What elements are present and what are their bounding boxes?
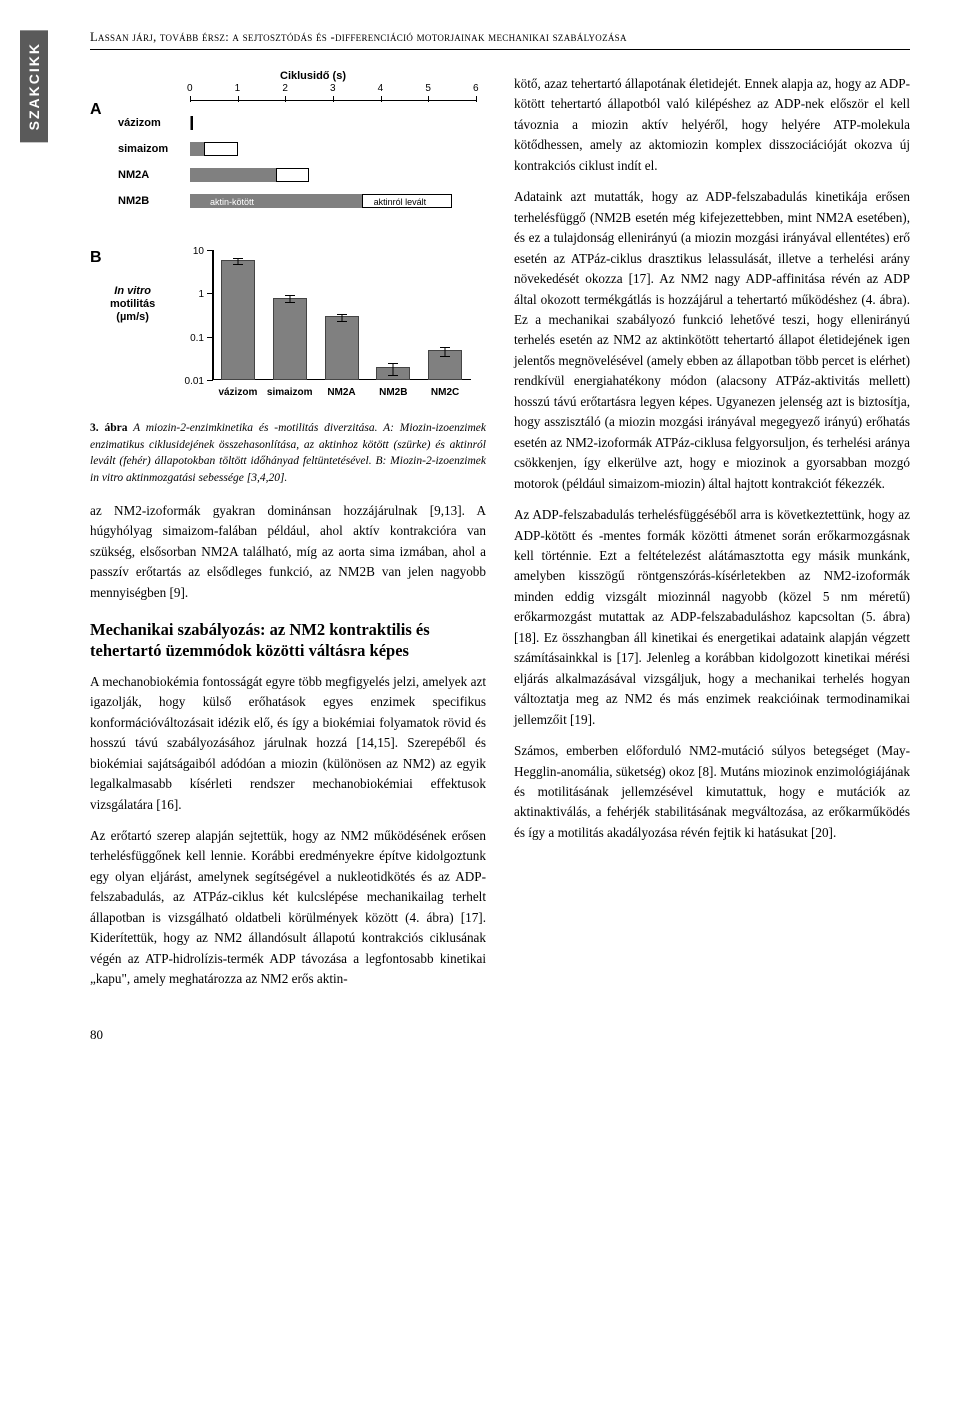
body-paragraph: az NM2-izoformák gyakran dominánsan hozz… [90,501,486,603]
panel-b-category-label: NM2C [419,385,471,401]
page-number: 80 [90,1027,910,1043]
panel-b-y-axis [212,250,214,380]
panel-a-x-tick-label: 0 [187,81,193,97]
panel-b-y-tick-label: 0.1 [170,331,204,347]
panel-b-y-tick [207,337,213,338]
panel-a-x-tick-label: 6 [473,81,479,97]
panel-a-x-tick [190,96,191,102]
panel-a-bar-levalt [204,142,237,156]
panel-a-x-tick-label: 4 [378,81,384,97]
two-column-layout: A Ciklusidő (s) 0123456vázizomsimaizomNM… [90,74,910,1001]
body-paragraph: Adataink azt mutatták, hogy az ADP-felsz… [514,187,910,494]
right-column: kötő, azaz tehertartó állapotának életid… [514,74,910,1001]
panel-a-bar-levalt [191,116,193,130]
panel-a-x-axis-title: Ciklusidő (s) [280,68,346,85]
figure-3-caption: 3. ábra A miozin-2-enzimkinetika és -mot… [90,420,486,487]
figure-3: A Ciklusidő (s) 0123456vázizomsimaizomNM… [90,74,486,487]
body-paragraph: Számos, emberben előforduló NM2-mutáció … [514,741,910,843]
panel-a-row-label: vázizom [118,115,161,132]
body-paragraph: Az ADP-felszabadulás terhelésfüggéséből … [514,505,910,730]
panel-b-y-tick [207,293,213,294]
panel-b-bar [376,367,410,380]
panel-a-row-label: simaizom [118,141,168,158]
panel-a-row-label: NM2A [118,167,149,184]
body-paragraph: A mechanobiokémia fontosságát egyre több… [90,672,486,815]
left-column: A Ciklusidő (s) 0123456vázizomsimaizomNM… [90,74,486,1001]
panel-b-y-tick [207,380,213,381]
panel-a-bar-aktin [190,168,276,182]
panel-b-y-tick-label: 10 [170,244,204,260]
panel-a-x-tick [428,96,429,102]
panel-b-y-tick [207,250,213,251]
panel-a-row-label: NM2B [118,193,149,210]
panel-a-x-tick [381,96,382,102]
panel-a-bar-aktin [190,142,204,156]
panel-a-bar-levalt [276,168,309,182]
panel-a-label: A [90,98,102,123]
panel-b-bar [428,350,462,380]
figure-3-caption-body: A miozin-2-enzimkinetika és -motilitás d… [90,422,486,484]
panel-a-x-tick [285,96,286,102]
panel-b-category-label: simaizom [264,385,316,401]
panel-a-x-tick-label: 5 [425,81,431,97]
panel-b-bar [273,298,307,380]
panel-a-x-tick [238,96,239,102]
panel-b-bar [221,260,255,380]
panel-b-y-tick-label: 1 [170,287,204,303]
section-tab: SZAKCIKK [20,30,48,142]
page-content: Lassan járj, tovább érsz: a sejtosztódás… [0,0,960,1073]
panel-a-bar-label-levalt: aktinról levált [374,196,427,210]
panel-b-category-label: NM2B [367,385,419,401]
section-heading: Mechanikai szabályozás: az NM2 kontrakti… [90,619,486,662]
figure-3-caption-lead: 3. ábra [90,422,127,434]
figure-3-panel-b: B In vitro motilitás (µm/s) 0.010.1110vá… [100,240,486,410]
body-paragraph: kötő, azaz tehertartó állapotának életid… [514,74,910,176]
panel-b-label: B [90,246,102,271]
panel-b-bar [325,316,359,380]
body-paragraph: Az erőtartó szerep alapján sejtettük, ho… [90,826,486,990]
panel-a-x-tick [476,96,477,102]
running-header: Lassan járj, tovább érsz: a sejtosztódás… [90,30,910,50]
panel-b-y-tick-label: 0.01 [170,374,204,390]
figure-3-panel-a: A Ciklusidő (s) 0123456vázizomsimaizomNM… [100,74,486,234]
panel-a-bar-label-aktin: aktin-kötött [210,196,254,210]
panel-a-x-tick [333,96,334,102]
panel-b-category-label: NM2A [316,385,368,401]
panel-b-category-label: vázizom [212,385,264,401]
panel-b-y-axis-label: In vitro motilitás (µm/s) [110,285,155,325]
panel-a-x-tick-label: 1 [235,81,241,97]
panel-a-x-tick-label: 2 [282,81,288,97]
panel-a-x-tick-label: 3 [330,81,336,97]
